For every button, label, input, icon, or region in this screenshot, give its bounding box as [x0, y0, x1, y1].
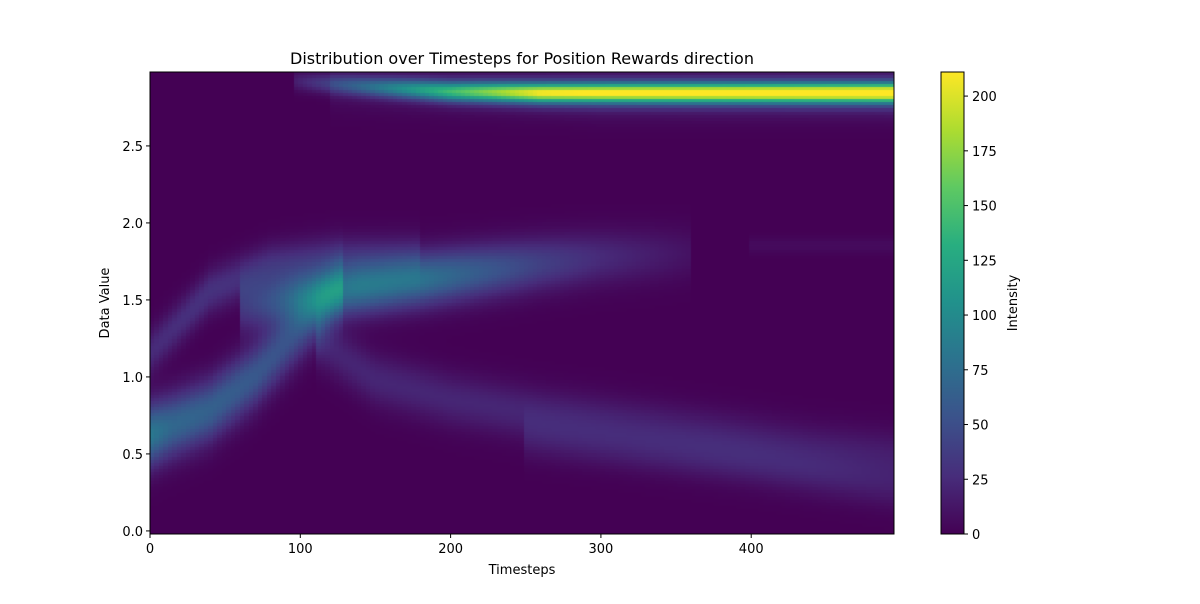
- colorbar-tick-label: 50: [972, 419, 989, 434]
- colorbar-tick-label: 0: [972, 528, 980, 543]
- y-axis-ticks: 0.0 0.5 1.0 1.5 2.0 2.5: [122, 140, 150, 540]
- y-tick-label: 0.0: [122, 525, 143, 540]
- x-tick-label: 100: [288, 542, 313, 557]
- y-axis-label: Data Value: [98, 268, 113, 339]
- x-axis-label: Timesteps: [488, 563, 556, 578]
- y-tick-label: 1.0: [122, 371, 143, 386]
- colorbar-tick-label: 175: [972, 145, 997, 160]
- x-tick-label: 400: [739, 542, 764, 557]
- heatmap-plot-area: [150, 72, 894, 534]
- plot-frame: [149, 71, 895, 535]
- y-tick-label: 1.5: [122, 294, 143, 309]
- x-tick-label: 300: [588, 542, 613, 557]
- x-tick-label: 200: [438, 542, 463, 557]
- colorbar-tick-label: 200: [972, 90, 997, 105]
- colorbar-tick-label: 100: [972, 309, 997, 324]
- colorbar-ticks: 0 25 50 75 100 125 150 175 200: [964, 90, 997, 543]
- colorbar: [940, 71, 965, 535]
- colorbar-tick-label: 125: [972, 254, 997, 269]
- colorbar-tick-label: 150: [972, 200, 997, 215]
- chart-title: Distribution over Timesteps for Position…: [290, 49, 754, 68]
- colorbar-tick-label: 75: [972, 364, 989, 379]
- y-tick-label: 2.5: [122, 140, 143, 155]
- y-tick-label: 0.5: [122, 448, 143, 463]
- x-axis-ticks: 0 100 200 300 400: [146, 534, 764, 557]
- colorbar-label: Intensity: [1006, 274, 1021, 331]
- colorbar-tick-label: 25: [972, 473, 989, 488]
- x-tick-label: 0: [146, 542, 154, 557]
- y-tick-label: 2.0: [122, 217, 143, 232]
